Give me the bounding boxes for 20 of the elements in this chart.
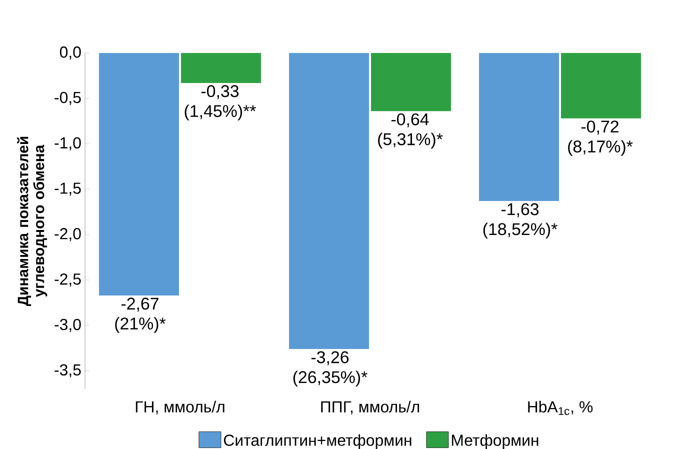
y-tick-label: -3,5 (54, 364, 81, 378)
data-label: -0,64 (5,31%)* (378, 113, 443, 149)
y-tick-label: -2,5 (54, 273, 81, 287)
data-label: -1,63 (18,52%)* (483, 203, 558, 238)
y-tick-label: -1,0 (54, 137, 81, 150)
data-label: -2,67 (21%)* (115, 298, 166, 333)
legend-label: Метформин (452, 434, 538, 449)
data-label: -0,33 (1,45%)** (184, 85, 256, 120)
legend-label: Ситаглиптин+метформин (224, 434, 412, 449)
x-tick-label: HbA$_{1c}$, % (528, 400, 593, 416)
y-tick-label: -1,5 (54, 182, 81, 196)
y-tick-label: -2,0 (54, 228, 81, 242)
data-label: -3,26 (26,35%)* (293, 351, 368, 386)
x-tick-label: ППГ, ммоль/л (321, 400, 420, 414)
data-label: -0,72 (8,17%)* (568, 120, 633, 156)
y-axis-title: Динамика показателей углеводного обмена (17, 136, 48, 306)
y-tick-label: -3,0 (54, 318, 81, 332)
y-tick-label: 0,0 (60, 46, 81, 60)
x-tick-label: ГН, ммоль/л (136, 400, 224, 414)
y-tick-label: -0,5 (54, 92, 81, 105)
